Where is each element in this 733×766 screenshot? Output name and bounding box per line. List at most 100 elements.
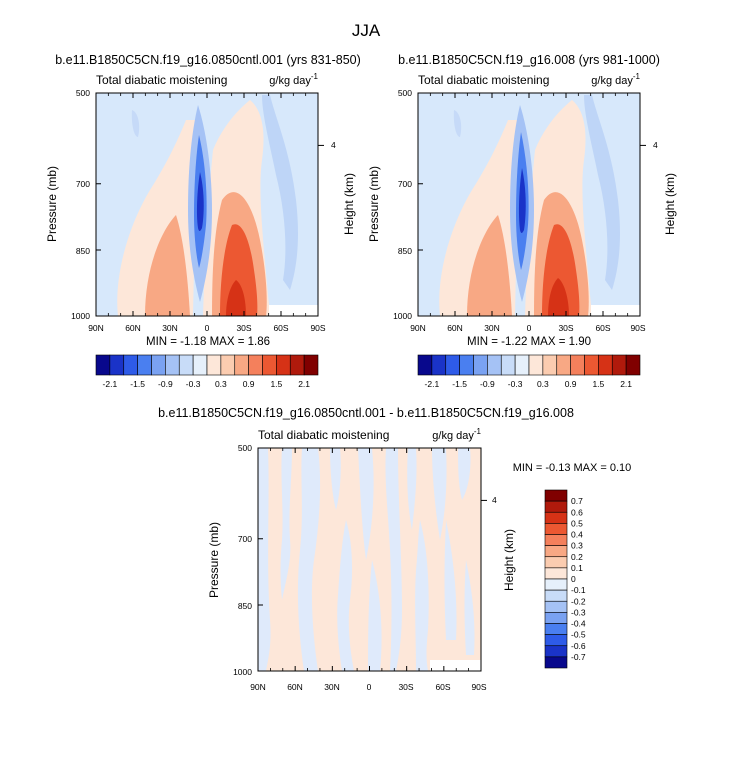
colorbar-difference-label-13: -0.6 (571, 641, 586, 651)
panel-2-neg-jet-core (518, 168, 526, 233)
panel-2-xtick-3: 0 (527, 323, 532, 333)
colorbar-top-right-swatch-13 (598, 354, 613, 376)
colorbar-difference-label-3: 0.4 (571, 530, 583, 540)
colorbar-difference-swatch-12 (544, 623, 568, 635)
colorbar-top-left-swatch-6 (178, 354, 194, 376)
colorbar-difference-label-7: 0 (571, 574, 576, 584)
panel-2: b.e11.B1850C5CN.f19_g16.008 (yrs 981-100… (367, 53, 677, 348)
colorbar-difference-label-1: 0.6 (571, 507, 583, 517)
panel-3-neg-strip-5 (337, 520, 354, 671)
panel-3-neg-strip-11 (432, 448, 447, 540)
panel-3-xticks: 90N 60N 30N 0 30S 60S 90S (250, 682, 487, 692)
colorbar-difference-swatch-7 (544, 567, 568, 580)
colorbar-difference-swatch-0 (544, 489, 568, 502)
colorbar-top-right-label-4: 0.3 (537, 379, 549, 389)
panel-3-ytick-2: 850 (238, 601, 252, 611)
colorbar-difference: 0.70.60.50.40.30.20.10-0.1-0.2-0.3-0.4-0… (544, 489, 586, 669)
colorbar-top-right-label-7: 2.1 (620, 379, 632, 389)
colorbar-top-right-swatch-14 (611, 354, 627, 376)
panel-3-neg-strip-6 (358, 448, 374, 560)
colorbar-difference-label-12: -0.5 (571, 630, 586, 640)
panel-3-ylabel: Pressure (mb) (207, 522, 221, 598)
panel-1-neg-patch-nh (131, 110, 140, 137)
colorbar-top-left-swatch-1 (109, 354, 125, 376)
panel-2-ytick-1: 700 (398, 179, 412, 189)
panel-2-missing-surface (591, 305, 640, 316)
colorbar-top-left-swatch-3 (137, 354, 152, 376)
colorbar-top-left-swatch-10 (234, 354, 249, 376)
panel-2-yticks: 500 700 850 1000 (393, 88, 412, 321)
colorbar-top-right-swatch-4 (473, 354, 488, 376)
panel-2-xtick-1: 60N (447, 323, 463, 333)
colorbar-top-left-swatch-7 (192, 354, 208, 376)
panel-1-ytick-2: 850 (76, 246, 90, 256)
panel-1-field (96, 93, 318, 316)
panel-2-xticks: 90N 60N 30N 0 30S 60S 90S (410, 323, 646, 333)
panel-3-xtick-1: 60N (287, 682, 303, 692)
panel-3-xtick-6: 90S (471, 682, 486, 692)
panel-2-units: g/kg day-1 (591, 72, 640, 87)
colorbar-difference-swatch-4 (544, 534, 568, 546)
colorbar-difference-label-8: -0.1 (571, 585, 586, 595)
panel-3-field (258, 448, 481, 671)
panel-1-ytick-0: 500 (76, 88, 90, 98)
panel-1: b.e11.B1850C5CN.f19_g16.0850cntl.001 (yr… (45, 53, 361, 348)
panel-3-xtick-4: 30S (398, 682, 413, 692)
colorbar-top-left-label-2: -0.9 (158, 379, 173, 389)
panel-3-neg-strip-8 (385, 448, 402, 671)
panel-1-minmax: MIN = -1.18 MAX = 1.86 (146, 336, 270, 348)
colorbar-top-left-label-3: -0.3 (186, 379, 201, 389)
panel-2-ytick-0: 500 (398, 88, 412, 98)
colorbar-top-right-label-1: -1.5 (452, 379, 467, 389)
colorbar-difference-label-4: 0.3 (571, 541, 583, 551)
panel-3-units: g/kg day-1 (432, 427, 481, 442)
panel-1-xtick-5: 60S (273, 323, 288, 333)
panel-2-neg-patch-nh (453, 110, 462, 137)
panel-2-neg-band-midlat (584, 95, 620, 290)
panel-1-ytick-3: 1000 (71, 311, 90, 321)
panel-3-ylabel-right: Height (km) (502, 529, 516, 591)
panel-1-pos-mid-nh (145, 215, 190, 316)
panel-2-ylabel: Pressure (mb) (367, 166, 381, 242)
panel-3-neg-strip-3 (297, 448, 321, 671)
colorbar-top-left-swatch-12 (262, 354, 277, 376)
colorbar-top-left-swatch-5 (165, 354, 180, 376)
panel-1-ylabel-right: Height (km) (342, 173, 356, 235)
colorbar-difference-swatch-15 (544, 656, 568, 669)
panel-2-pos-max-sh (548, 278, 569, 316)
colorbar-difference-swatch-5 (544, 545, 568, 558)
panel-1-variable: Total diabatic moistening (96, 73, 227, 87)
panel-1-xticks: 90N 60N 30N 0 30S 60S 90S (88, 323, 326, 333)
colorbar-top-right-label-2: -0.9 (480, 379, 495, 389)
panel-1-neg-band-midlat (262, 95, 298, 290)
panel-1-missing-surface (269, 305, 318, 316)
colorbar-top-right-swatch-3 (459, 354, 474, 376)
panel-2-xtick-5: 60S (595, 323, 610, 333)
panel-3-ytick-0: 500 (238, 443, 252, 453)
panel-1-title: b.e11.B1850C5CN.f19_g16.0850cntl.001 (yr… (55, 53, 361, 67)
colorbar-top-left-swatch-0 (95, 354, 111, 376)
panel-2-xtick-0: 90N (410, 323, 426, 333)
panel-3-xtick-5: 60S (435, 682, 450, 692)
colorbar-difference-swatch-6 (544, 556, 568, 569)
figure-title: JJA (352, 21, 381, 40)
colorbar-top-right-swatch-2 (445, 354, 460, 376)
panel-3-title: b.e11.B1850C5CN.f19_g16.0850cntl.001 - b… (158, 406, 574, 420)
panel-2-tickmarks (417, 92, 646, 317)
panel-1-xtick-6: 90S (310, 323, 325, 333)
panel-2-xtick-6: 90S (630, 323, 645, 333)
colorbar-top-left-swatch-9 (220, 354, 236, 376)
panel-3-neg-strip-2 (280, 448, 292, 600)
panel-2-field (418, 93, 640, 316)
panel-2-title: b.e11.B1850C5CN.f19_g16.008 (yrs 981-100… (398, 53, 660, 67)
colorbar-difference-swatch-10 (544, 600, 568, 613)
colorbar-difference-label-10: -0.3 (571, 607, 586, 617)
colorbar-difference-label-11: -0.4 (571, 619, 586, 629)
panel-2-xtick-2: 30N (484, 323, 500, 333)
colorbar-top-right-label-0: -2.1 (425, 379, 440, 389)
panel-3: b.e11.B1850C5CN.f19_g16.0850cntl.001 - b… (158, 406, 631, 692)
panel-1-tickmarks (95, 92, 324, 317)
colorbar-top-right-label-3: -0.3 (508, 379, 523, 389)
colorbar-difference-swatch-13 (544, 634, 568, 647)
colorbar-difference-label-2: 0.5 (571, 518, 583, 528)
